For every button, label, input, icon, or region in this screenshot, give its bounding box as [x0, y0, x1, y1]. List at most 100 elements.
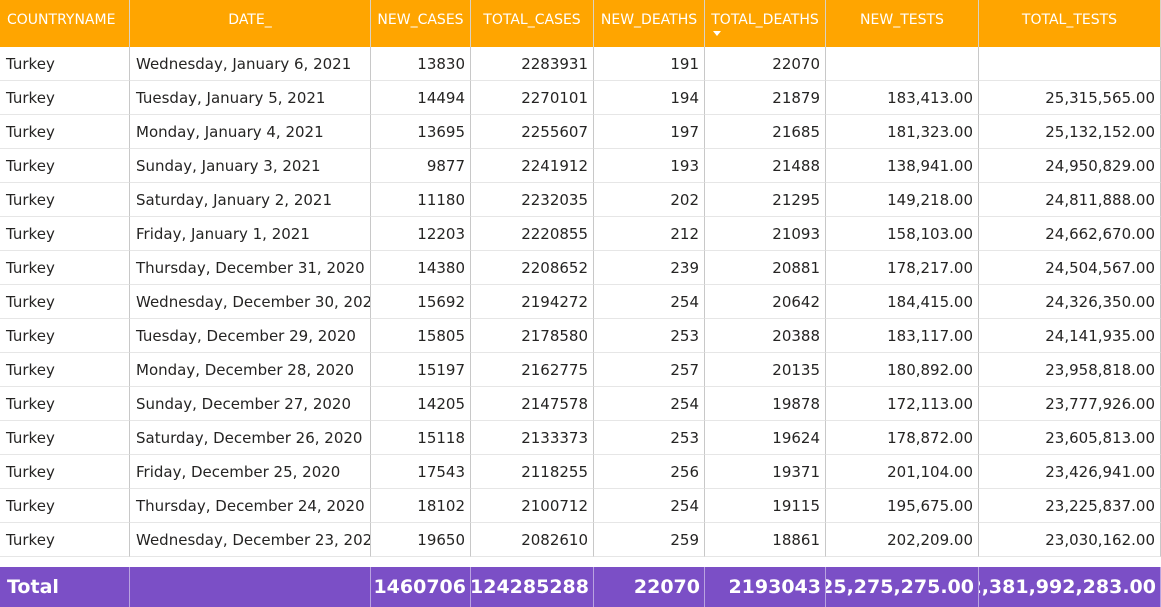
column-header-date[interactable]: DATE_ [130, 0, 371, 47]
cell-new-tests: 178,872.00 [826, 421, 979, 455]
cell-new-deaths: 259 [594, 523, 705, 557]
cell-total-tests: 25,315,565.00 [979, 81, 1161, 115]
table-row[interactable]: Turkey Monday, December 28, 2020 15197 2162… [0, 353, 1161, 387]
table-row[interactable]: Turkey Wednesday, January 6, 2021 13830 228… [0, 47, 1161, 81]
cell-total-deaths: 19878 [705, 387, 826, 421]
cell-new-cases: 13695 [371, 115, 471, 149]
table-row[interactable]: Turkey Tuesday, December 29, 2020 15805 217… [0, 319, 1161, 353]
cell-new-tests: 180,892.00 [826, 353, 979, 387]
column-header-countryname[interactable]: COUNTRYNAME [0, 0, 130, 47]
cell-new-cases: 15118 [371, 421, 471, 455]
cell-countryname: Turkey [0, 47, 130, 81]
cell-new-deaths: 191 [594, 47, 705, 81]
cell-new-tests: 184,415.00 [826, 285, 979, 319]
cell-total-deaths: 19115 [705, 489, 826, 523]
cell-new-tests: 178,217.00 [826, 251, 979, 285]
cell-total-deaths: 21295 [705, 183, 826, 217]
cell-new-tests [826, 47, 979, 81]
column-header-new-cases[interactable]: NEW_CASES [371, 0, 471, 47]
cell-total-tests: 24,662,670.00 [979, 217, 1161, 251]
cell-new-cases: 14205 [371, 387, 471, 421]
cell-total-cases: 2133373 [471, 421, 594, 455]
column-header-total-tests[interactable]: TOTAL_TESTS [979, 0, 1161, 47]
column-header-total-deaths[interactable]: TOTAL_DEATHS [705, 0, 826, 47]
total-cell-total-deaths: 2193043 [705, 567, 826, 607]
cell-total-tests: 24,950,829.00 [979, 149, 1161, 183]
cell-date: Saturday, January 2, 2021 [130, 183, 371, 217]
cell-total-cases: 2118255 [471, 455, 594, 489]
cell-new-tests: 172,113.00 [826, 387, 979, 421]
total-cell-date [130, 567, 371, 607]
cell-total-deaths: 20388 [705, 319, 826, 353]
table-row[interactable]: Turkey Friday, December 25, 2020 17543 2118… [0, 455, 1161, 489]
table-row[interactable]: Turkey Friday, January 1, 2021 12203 222085… [0, 217, 1161, 251]
table-row[interactable]: Turkey Sunday, January 3, 2021 9877 2241912… [0, 149, 1161, 183]
cell-new-cases: 19650 [371, 523, 471, 557]
column-header-total-cases[interactable]: TOTAL_CASES [471, 0, 594, 47]
cell-total-deaths: 20135 [705, 353, 826, 387]
cell-new-deaths: 253 [594, 319, 705, 353]
cell-total-cases: 2194272 [471, 285, 594, 319]
cell-new-cases: 12203 [371, 217, 471, 251]
column-header-new-tests[interactable]: NEW_TESTS [826, 0, 979, 47]
cell-total-tests: 24,504,567.00 [979, 251, 1161, 285]
cell-new-deaths: 193 [594, 149, 705, 183]
table-row[interactable]: Turkey Saturday, January 2, 2021 11180 2232… [0, 183, 1161, 217]
cell-countryname: Turkey [0, 523, 130, 557]
table-row[interactable]: Turkey Thursday, December 24, 2020 18102 21… [0, 489, 1161, 523]
cell-new-tests: 181,323.00 [826, 115, 979, 149]
cell-new-cases: 18102 [371, 489, 471, 523]
table-header: COUNTRYNAME DATE_ NEW_CASES TOTAL_CASES … [0, 0, 1161, 47]
cell-new-tests: 138,941.00 [826, 149, 979, 183]
cell-new-deaths: 194 [594, 81, 705, 115]
table-row[interactable]: Turkey Wednesday, December 30, 2020 15692 2… [0, 285, 1161, 319]
cell-new-deaths: 257 [594, 353, 705, 387]
cell-date: Monday, January 4, 2021 [130, 115, 371, 149]
cell-total-tests: 25,132,152.00 [979, 115, 1161, 149]
cell-countryname: Turkey [0, 387, 130, 421]
column-header-new-deaths[interactable]: NEW_DEATHS [594, 0, 705, 47]
cell-new-tests: 149,218.00 [826, 183, 979, 217]
table-row[interactable]: Turkey Sunday, December 27, 2020 14205 2147… [0, 387, 1161, 421]
cell-total-tests: 23,426,941.00 [979, 455, 1161, 489]
cell-new-deaths: 239 [594, 251, 705, 285]
cell-date: Sunday, January 3, 2021 [130, 149, 371, 183]
cell-new-deaths: 254 [594, 387, 705, 421]
cell-total-deaths: 21488 [705, 149, 826, 183]
cell-total-tests: 23,777,926.00 [979, 387, 1161, 421]
cell-total-cases: 2147578 [471, 387, 594, 421]
cell-total-deaths: 21093 [705, 217, 826, 251]
cell-new-deaths: 202 [594, 183, 705, 217]
cell-date: Sunday, December 27, 2020 [130, 387, 371, 421]
table-row[interactable]: Turkey Monday, January 4, 2021 13695 225560… [0, 115, 1161, 149]
cell-new-cases: 9877 [371, 149, 471, 183]
cell-date: Tuesday, December 29, 2020 [130, 319, 371, 353]
cell-new-cases: 13830 [371, 47, 471, 81]
cell-total-tests [979, 47, 1161, 81]
cell-countryname: Turkey [0, 251, 130, 285]
total-label: Total [0, 567, 130, 607]
cell-new-tests: 202,209.00 [826, 523, 979, 557]
cell-date: Thursday, December 24, 2020 [130, 489, 371, 523]
cell-total-cases: 2178580 [471, 319, 594, 353]
cell-total-deaths: 19624 [705, 421, 826, 455]
cell-new-cases: 15692 [371, 285, 471, 319]
table-row[interactable]: Turkey Wednesday, December 23, 2020 19650 2… [0, 523, 1161, 557]
cell-total-tests: 24,811,888.00 [979, 183, 1161, 217]
cell-total-cases: 2208652 [471, 251, 594, 285]
cell-total-tests: 23,958,818.00 [979, 353, 1161, 387]
cell-total-deaths: 19371 [705, 455, 826, 489]
cell-total-cases: 2255607 [471, 115, 594, 149]
cell-countryname: Turkey [0, 149, 130, 183]
cell-new-cases: 17543 [371, 455, 471, 489]
cell-date: Tuesday, January 5, 2021 [130, 81, 371, 115]
table-row[interactable]: Turkey Thursday, December 31, 2020 14380 22… [0, 251, 1161, 285]
cell-new-deaths: 253 [594, 421, 705, 455]
cell-total-cases: 2162775 [471, 353, 594, 387]
cell-countryname: Turkey [0, 183, 130, 217]
table-row[interactable]: Turkey Saturday, December 26, 2020 15118 21… [0, 421, 1161, 455]
cell-total-tests: 24,141,935.00 [979, 319, 1161, 353]
table-row[interactable]: Turkey Tuesday, January 5, 2021 14494 22701… [0, 81, 1161, 115]
cell-date: Friday, January 1, 2021 [130, 217, 371, 251]
